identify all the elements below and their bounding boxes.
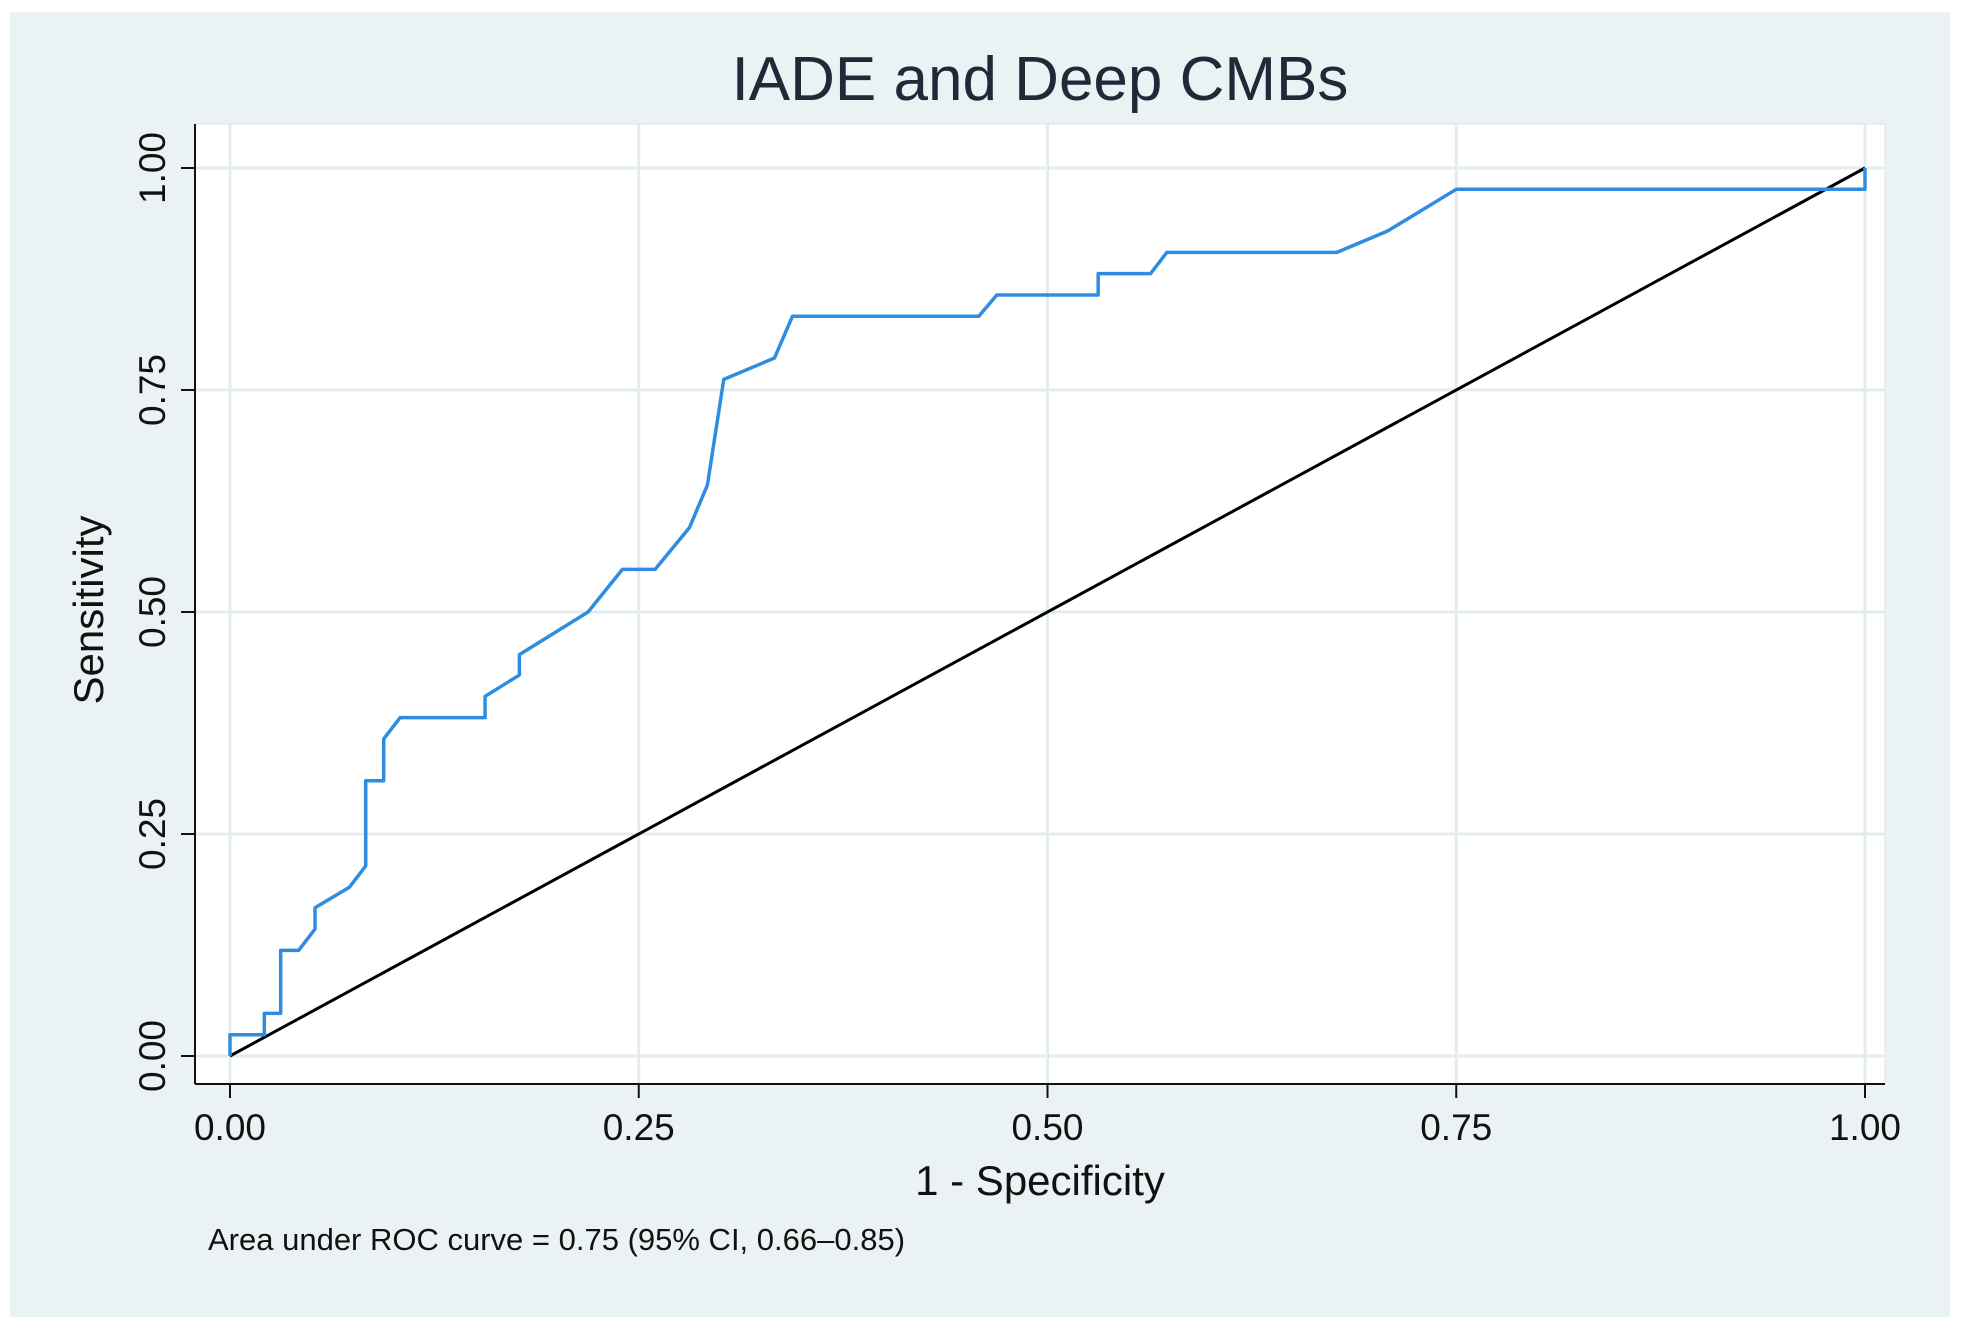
x-tick-label: 0.75 [1420,1107,1492,1148]
plot-area [181,123,1886,1098]
series-layer [228,166,1867,1058]
x-tick-label: 0.25 [603,1107,675,1148]
gridlines [195,124,1885,1084]
axes [181,124,1885,1098]
y-tick-labels: 0.00 0.25 0.50 0.75 1.00 [132,132,173,1092]
plot-background [194,123,1886,1085]
y-tick-label: 0.50 [132,576,173,648]
auc-note: Area under ROC curve = 0.75 (95% CI, 0.6… [208,1222,905,1257]
x-axis-title: 1 - Specificity [915,1157,1165,1204]
chart-frame: IADE and Deep CMBs 0.00 0.25 0.50 0.75 1.00 … [10,12,1950,1317]
chart-title: IADE and Deep CMBs [732,45,1349,114]
x-tick-label: 0.50 [1011,1107,1083,1148]
y-tick-label: 0.25 [132,798,173,870]
roc-chart: IADE and Deep CMBs 0.00 0.25 0.50 0.75 1.00 … [65,45,1901,1257]
x-tick-label: 0.00 [194,1107,266,1148]
x-tick-labels: 0.00 0.25 0.50 0.75 1.00 [194,1107,1901,1148]
y-tick-label: 0.75 [132,354,173,426]
y-tick-label: 0.00 [132,1020,173,1092]
y-axis-title: Sensitivity [65,515,112,704]
y-tick-label: 1.00 [132,132,173,204]
reference-diagonal-line [229,166,1866,1058]
x-tick-label: 1.00 [1829,1107,1901,1148]
roc-curve-line [228,168,1867,1056]
